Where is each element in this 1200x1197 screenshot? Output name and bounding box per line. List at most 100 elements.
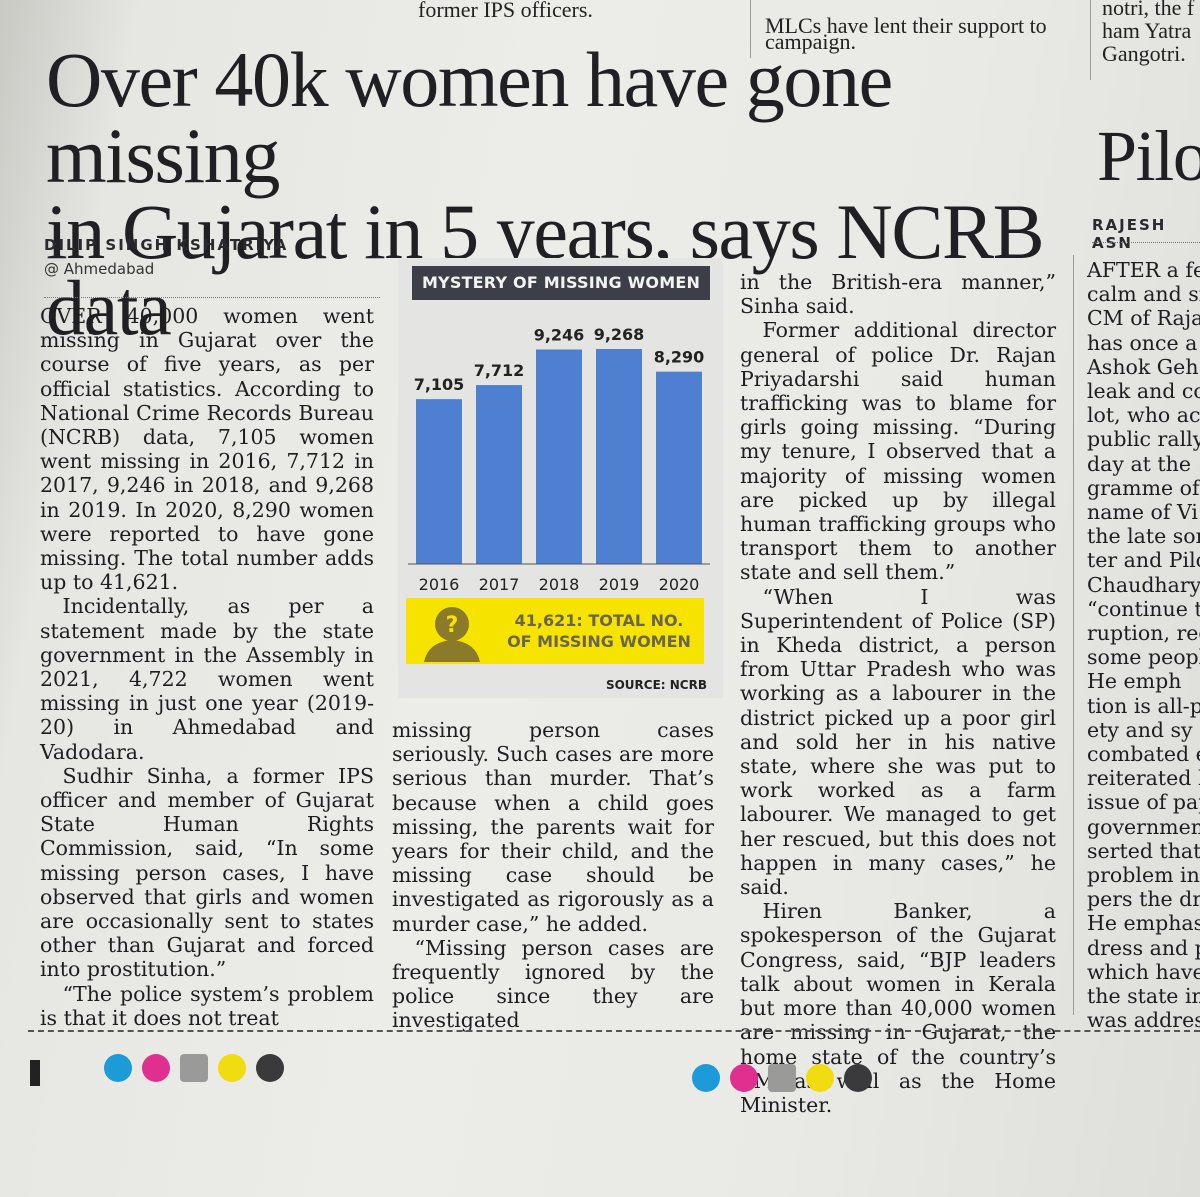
byline-rule bbox=[44, 297, 380, 298]
article-line: problem in bbox=[1087, 863, 1200, 888]
bar-2018 bbox=[536, 349, 582, 564]
page-bottom-rule bbox=[28, 1030, 1200, 1032]
article-line: the state in bbox=[1087, 984, 1200, 1009]
x-tick-label: 2016 bbox=[419, 575, 460, 594]
column-divider bbox=[1073, 255, 1074, 1015]
article-column-3: in the British-era manner,” Sinha said. … bbox=[740, 270, 1056, 1117]
article-paragraph: in the British-era manner,” Sinha said. bbox=[740, 270, 1056, 319]
article-column-4: AFTER a fe calm and si CM of Raja has once … bbox=[1087, 258, 1200, 1033]
article-line: name of Vi bbox=[1087, 500, 1198, 525]
article-line: CM of Raja bbox=[1087, 306, 1200, 331]
registration-mark bbox=[142, 1054, 170, 1082]
article-paragraph: OVER 40,000 women went missing in Gujara… bbox=[40, 304, 374, 595]
prev-story-fragment: former IPS officers. bbox=[418, 0, 593, 22]
article-paragraph: “Missing person cases are frequently ign… bbox=[392, 935, 714, 1033]
article-line: some people bbox=[1087, 645, 1200, 670]
article-column-2: missing person cases seriously. Such cas… bbox=[392, 718, 714, 1033]
article-line: serted that bbox=[1087, 838, 1200, 863]
article-line: Ashok Geh bbox=[1087, 354, 1199, 379]
article-line: “continue t bbox=[1087, 596, 1200, 621]
article-line: combated e bbox=[1087, 742, 1200, 767]
total-line-1: 41,621: TOTAL NO. bbox=[514, 611, 684, 630]
article-paragraph: Sudhir Sinha, a former IPS officer and m… bbox=[40, 763, 374, 982]
prev-story-fragment: notri, the f bbox=[1102, 0, 1195, 20]
article-paragraph: Hiren Banker, a spokesperson of the Guja… bbox=[740, 899, 1056, 1117]
total-callout: ? 41,621: TOTAL NO. OF MISSING WOMEN bbox=[406, 598, 704, 664]
prev-story-fragment: MLCs have lent their support to bbox=[765, 13, 1047, 38]
article-paragraph: Former additional director general of po… bbox=[740, 318, 1056, 585]
article-line: the late son bbox=[1087, 524, 1200, 549]
article-line: pers the dr bbox=[1087, 887, 1200, 912]
article-line: dress and p bbox=[1087, 935, 1200, 960]
x-tick-label: 2017 bbox=[479, 575, 520, 594]
headline-line-1: Over 40k women have gone missing bbox=[46, 36, 893, 199]
data-label: 7,105 bbox=[414, 375, 465, 394]
article-line: He emph bbox=[1087, 669, 1182, 694]
total-text: 41,621: TOTAL NO. OF MISSING WOMEN bbox=[494, 610, 704, 652]
article-line: leak and co bbox=[1087, 379, 1200, 404]
headline: Over 40k women have gone missing in Guja… bbox=[46, 36, 1086, 351]
data-label: 9,246 bbox=[534, 325, 585, 344]
crop-mark bbox=[30, 1060, 40, 1086]
article-line: day at the bbox=[1087, 451, 1191, 476]
article-line: He emphas bbox=[1087, 911, 1200, 936]
registration-mark bbox=[256, 1054, 284, 1082]
registration-mark bbox=[768, 1064, 796, 1092]
article-paragraph: Incidentally, as per a statement made by… bbox=[40, 594, 374, 764]
article-line: which have bbox=[1087, 959, 1200, 984]
prev-story-fragment: ham Yatra bbox=[1102, 18, 1192, 43]
article-line: has once a bbox=[1087, 330, 1198, 355]
article-line: lot, who ac bbox=[1087, 403, 1200, 428]
column-divider bbox=[750, 0, 751, 58]
article-line: issue of pap bbox=[1087, 790, 1200, 815]
registration-mark bbox=[730, 1064, 758, 1092]
article-line: ter and Pilo bbox=[1087, 548, 1200, 573]
x-tick-label: 2020 bbox=[659, 575, 700, 594]
registration-mark bbox=[104, 1054, 132, 1082]
article-line: public rally bbox=[1087, 427, 1200, 452]
article-line: ety and sy bbox=[1087, 717, 1193, 742]
article-line: AFTER a fe bbox=[1087, 258, 1200, 282]
article-line: gramme of bbox=[1087, 475, 1200, 500]
registration-mark bbox=[180, 1054, 208, 1082]
chart-panel: MYSTERY OF MISSING WOMEN 7,105 2016 7,712 2… bbox=[398, 258, 723, 698]
prev-story-fragment: campaign. bbox=[765, 29, 857, 54]
headline-line-2: in Gujarat in 5 years, says NCRB data bbox=[46, 188, 1045, 351]
article-line: government bbox=[1087, 814, 1200, 839]
article-paragraph: “When I was Superintendent of Police (SP… bbox=[740, 584, 1056, 900]
prev-story-fragment: Gangotri. bbox=[1102, 41, 1186, 66]
registration-mark bbox=[844, 1064, 872, 1092]
chart-source: SOURCE: NCRB bbox=[605, 678, 707, 692]
data-label: 7,712 bbox=[474, 361, 525, 380]
data-label: 9,268 bbox=[594, 325, 645, 344]
article-line: reiterated h bbox=[1087, 766, 1200, 791]
registration-mark bbox=[218, 1054, 246, 1082]
chart-title: MYSTERY OF MISSING WOMEN bbox=[412, 266, 710, 300]
bar-2020 bbox=[656, 371, 702, 564]
x-tick-label: 2018 bbox=[539, 575, 580, 594]
side-byline: RAJESH ASN bbox=[1092, 216, 1167, 252]
bar-chart: 7,105 2016 7,712 2017 9,246 2018 9,268 2019 8,29… bbox=[408, 325, 710, 594]
question-silhouette-icon: ? bbox=[424, 607, 480, 662]
article-line: ruption, reg bbox=[1087, 621, 1200, 646]
data-label: 8,290 bbox=[654, 348, 705, 367]
side-headline: Pilo bbox=[1097, 116, 1200, 196]
article-line: Chaudhary bbox=[1087, 572, 1200, 597]
column-divider bbox=[1090, 0, 1091, 80]
article-line: was addres bbox=[1087, 1008, 1200, 1033]
article-line: tion is all-p bbox=[1087, 693, 1200, 718]
article-line: calm and si bbox=[1087, 282, 1200, 307]
side-byline-rule bbox=[1092, 242, 1200, 243]
bar-2017 bbox=[476, 385, 522, 564]
registration-mark bbox=[806, 1064, 834, 1092]
total-line-2: OF MISSING WOMEN bbox=[507, 632, 691, 651]
byline-name: DILIP SINGH KSHATRIYA bbox=[44, 236, 289, 254]
article-column-1: OVER 40,000 women went missing in Gujara… bbox=[40, 304, 374, 1030]
bar-2016 bbox=[416, 399, 462, 564]
bar-2019 bbox=[596, 348, 642, 564]
article-paragraph: “The police system’s problem is that it … bbox=[40, 981, 374, 1030]
registration-mark bbox=[692, 1064, 720, 1092]
x-tick-label: 2019 bbox=[599, 575, 640, 594]
article-paragraph: missing person cases seriously. Such cas… bbox=[392, 718, 714, 936]
